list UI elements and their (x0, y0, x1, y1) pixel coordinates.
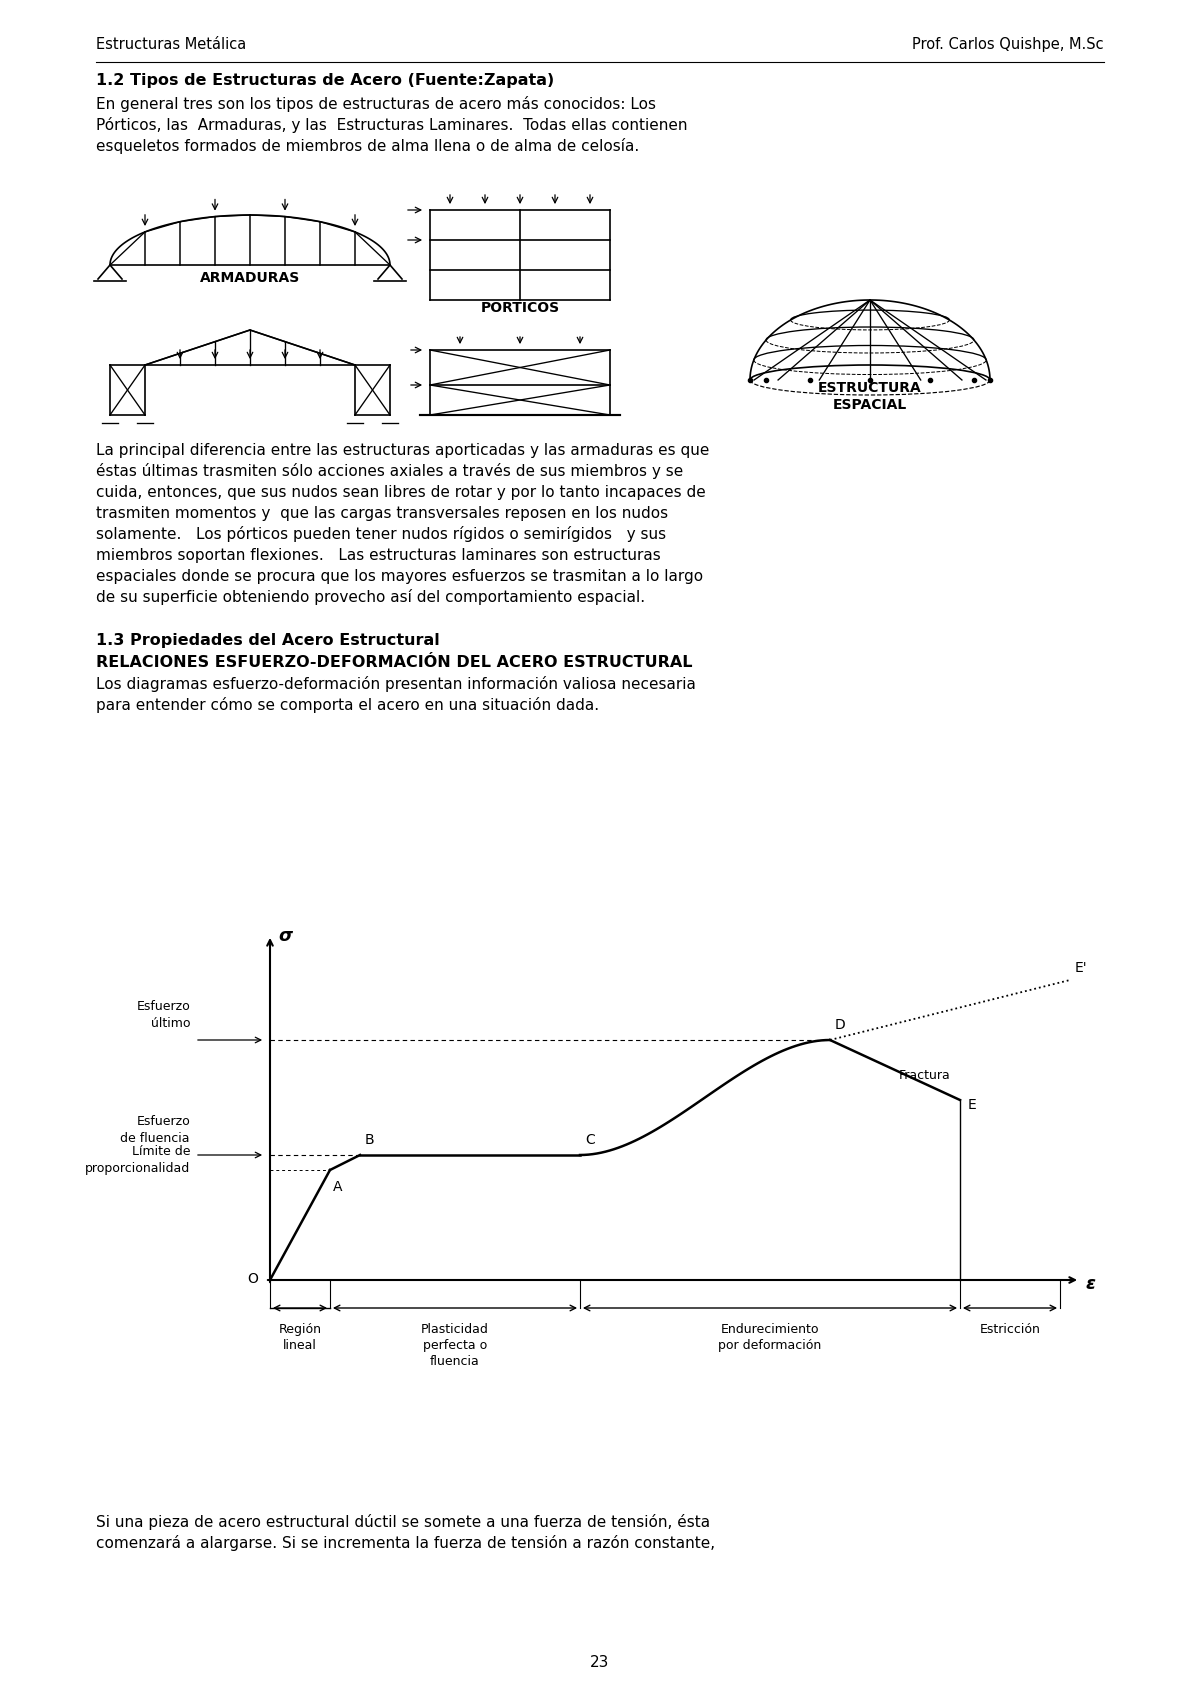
Text: Plasticidad
perfecta o
fluencia: Plasticidad perfecta o fluencia (421, 1323, 488, 1369)
Text: Fractura: Fractura (899, 1070, 950, 1082)
Text: Prof. Carlos Quishpe, M.Sc: Prof. Carlos Quishpe, M.Sc (912, 37, 1104, 53)
Text: miembros soportan flexiones.   Las estructuras laminares son estructuras: miembros soportan flexiones. Las estruct… (96, 548, 661, 564)
Text: A: A (334, 1180, 342, 1194)
Text: Límite de
proporcionalidad: Límite de proporcionalidad (85, 1144, 190, 1175)
Text: esqueletos formados de miembros de alma llena o de alma de celosía.: esqueletos formados de miembros de alma … (96, 138, 640, 155)
Text: solamente.   Los pórticos pueden tener nudos rígidos o semirígidos   y sus: solamente. Los pórticos pueden tener nud… (96, 526, 666, 542)
Text: C: C (586, 1133, 595, 1148)
Text: RELACIONES ESFUERZO-DEFORMACIÓN DEL ACERO ESTRUCTURAL: RELACIONES ESFUERZO-DEFORMACIÓN DEL ACER… (96, 655, 692, 671)
Text: ESPACIAL: ESPACIAL (833, 397, 907, 413)
Text: para entender cómo se comporta el acero en una situación dada.: para entender cómo se comporta el acero … (96, 696, 599, 713)
Text: 1.2 Tipos de Estructuras de Acero (Fuente:Zapata): 1.2 Tipos de Estructuras de Acero (Fuent… (96, 73, 554, 88)
Text: de su superficie obteniendo provecho así del comportamiento espacial.: de su superficie obteniendo provecho así… (96, 589, 646, 604)
Text: Esfuerzo
último: Esfuerzo último (137, 1000, 190, 1031)
Text: Estricción: Estricción (979, 1323, 1040, 1336)
Text: Esfuerzo
de fluencia: Esfuerzo de fluencia (120, 1116, 190, 1144)
Text: Pórticos, las  Armaduras, y las  Estructuras Laminares.  Todas ellas contienen: Pórticos, las Armaduras, y las Estructur… (96, 117, 688, 132)
Text: 1.3 Propiedades del Acero Estructural: 1.3 Propiedades del Acero Estructural (96, 633, 439, 649)
Text: cuida, entonces, que sus nudos sean libres de rotar y por lo tanto incapaces de: cuida, entonces, que sus nudos sean libr… (96, 486, 706, 499)
Text: Los diagramas esfuerzo-deformación presentan información valiosa necesaria: Los diagramas esfuerzo-deformación prese… (96, 676, 696, 693)
Text: En general tres son los tipos de estructuras de acero más conocidos: Los: En general tres son los tipos de estruct… (96, 97, 656, 112)
Text: σ: σ (278, 927, 292, 946)
Text: trasmiten momentos y  que las cargas transversales reposen en los nudos: trasmiten momentos y que las cargas tran… (96, 506, 668, 521)
Text: PORTICOS: PORTICOS (480, 301, 559, 316)
Text: Endurecimiento
por deformación: Endurecimiento por deformación (719, 1323, 822, 1352)
Text: Si una pieza de acero estructural dúctil se somete a una fuerza de tensión, ésta: Si una pieza de acero estructural dúctil… (96, 1515, 710, 1530)
Text: B: B (365, 1133, 374, 1148)
Text: ESTRUCTURA: ESTRUCTURA (818, 380, 922, 396)
Text: Estructuras Metálica: Estructuras Metálica (96, 37, 246, 53)
Text: O: O (247, 1272, 258, 1285)
Text: Región
lineal: Región lineal (278, 1323, 322, 1352)
Text: ε: ε (1085, 1275, 1096, 1292)
Text: E: E (968, 1099, 977, 1112)
Text: La principal diferencia entre las estructuras aporticadas y las armaduras es que: La principal diferencia entre las estruc… (96, 443, 709, 458)
Text: ARMADURAS: ARMADURAS (200, 272, 300, 285)
Text: D: D (835, 1019, 846, 1032)
Text: E': E' (1075, 961, 1087, 975)
Text: espaciales donde se procura que los mayores esfuerzos se trasmitan a lo largo: espaciales donde se procura que los mayo… (96, 569, 703, 584)
Text: éstas últimas trasmiten sólo acciones axiales a través de sus miembros y se: éstas últimas trasmiten sólo acciones ax… (96, 464, 683, 479)
Text: comenzará a alargarse. Si se incrementa la fuerza de tensión a razón constante,: comenzará a alargarse. Si se incrementa … (96, 1535, 715, 1550)
Text: 23: 23 (590, 1656, 610, 1671)
